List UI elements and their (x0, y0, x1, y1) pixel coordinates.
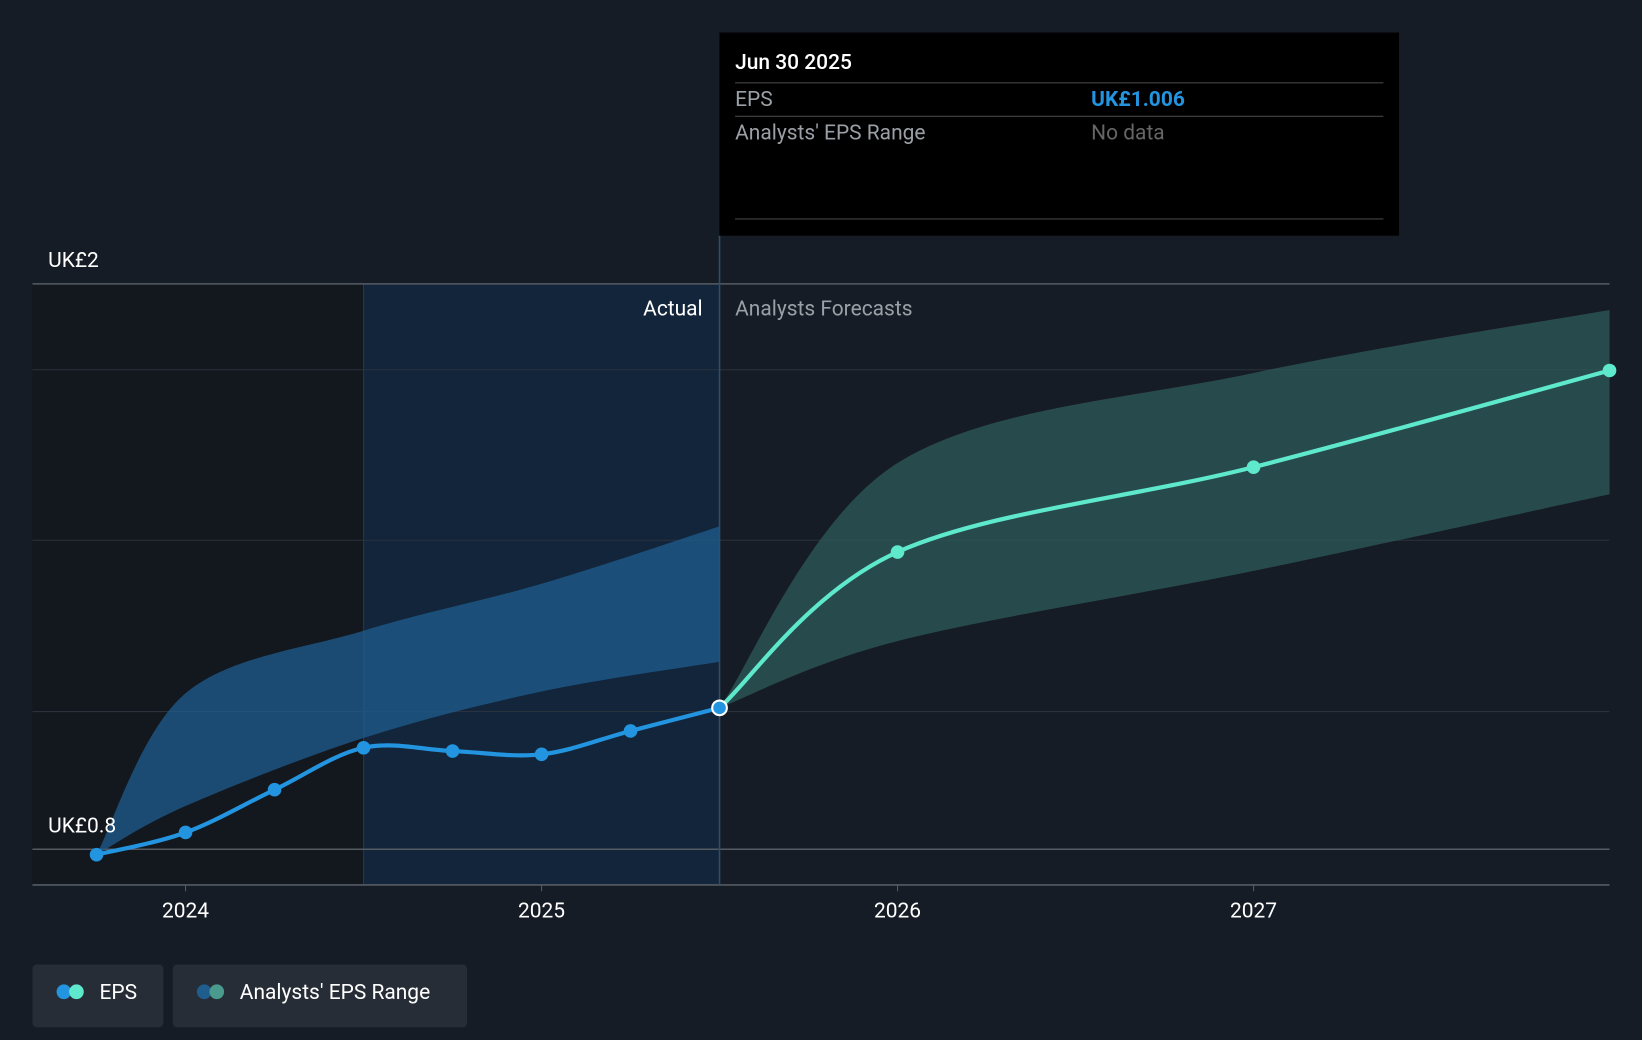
y-tick-label: UK£2 (48, 249, 99, 273)
range-area (96, 526, 720, 855)
legend-button[interactable] (32, 964, 164, 1028)
data-point (356, 740, 371, 755)
forecast-label: Analysts Forecasts (735, 297, 912, 321)
data-point (1246, 460, 1261, 474)
tooltip-label: Analysts' EPS Range (735, 121, 925, 145)
data-point (445, 744, 460, 758)
forecast-line (718, 368, 1611, 710)
lines (89, 363, 1617, 862)
areas (96, 235, 1610, 885)
legend-swatch (69, 984, 84, 1000)
x-tick-label: 2026 (874, 899, 921, 923)
legend: EPS Analysts' EPS Range (32, 964, 468, 1028)
data-point (89, 847, 104, 862)
forecast-range-area (719, 310, 1610, 708)
data-point (1602, 363, 1617, 378)
data-point (267, 782, 282, 797)
tooltip-value: UK£1.006 (1091, 88, 1185, 112)
data-point (178, 825, 193, 840)
data-point (534, 747, 549, 762)
data-point (623, 724, 638, 738)
tooltip-value: No data (1091, 121, 1165, 145)
tooltip-label: EPS (735, 88, 773, 112)
tooltip-title: Jun 30 2025 (735, 51, 852, 75)
legend-swatch (209, 984, 225, 1000)
eps-line (96, 705, 721, 857)
data-point (711, 699, 728, 717)
tooltip-box (719, 32, 1400, 236)
data-point (890, 545, 905, 559)
legend-label: Analysts' EPS Range (240, 981, 430, 1005)
labels: Actual Analysts Forecasts UK£0.8 UK£2 2024… (48, 249, 1277, 923)
x-tick-label: 2027 (1230, 899, 1277, 923)
legend-swatch (56, 984, 72, 1000)
x-tick-label: 2025 (518, 899, 565, 923)
legend-button[interactable] (172, 964, 468, 1028)
x-tick-label: 2024 (162, 899, 209, 923)
tooltip: Jun 30 2025 EPS UK£1.006 Analysts' EPS R… (719, 32, 1400, 236)
legend-swatch (196, 984, 212, 1000)
actual-label: Actual (643, 297, 703, 321)
y-tick-label: UK£0.8 (48, 814, 116, 838)
legend-label: EPS (99, 981, 137, 1005)
